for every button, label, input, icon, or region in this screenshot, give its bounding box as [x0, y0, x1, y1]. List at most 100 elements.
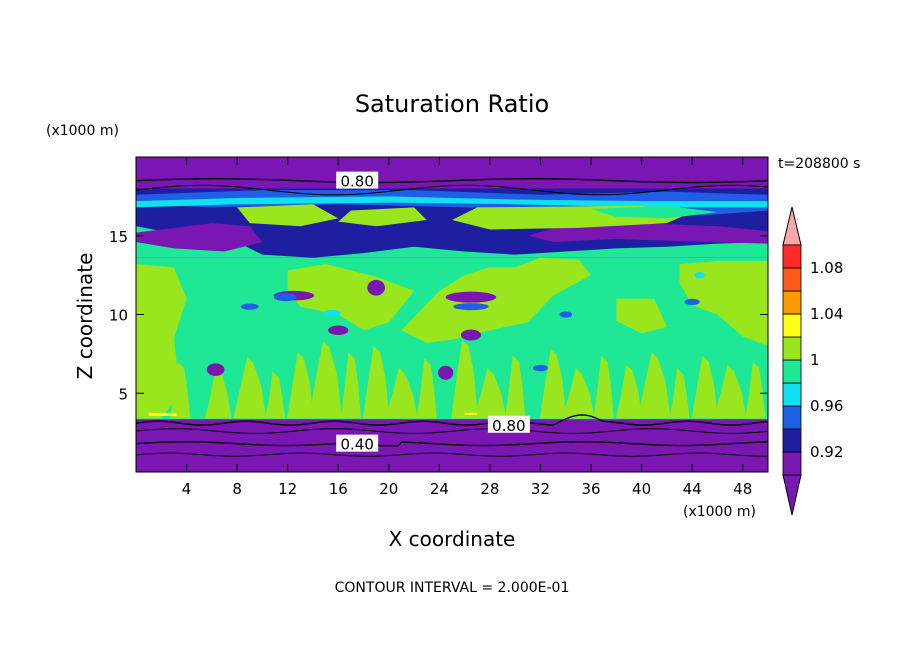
field-tower	[385, 368, 418, 419]
x-tick-label: 20	[379, 480, 398, 498]
contour-label: 0.80	[340, 173, 373, 191]
field-tower	[416, 358, 437, 419]
field-tower	[615, 364, 643, 419]
field-tower	[204, 368, 232, 419]
field-green-region-2	[287, 264, 415, 331]
field-dry-pocket	[445, 291, 497, 303]
field-purple-right	[527, 223, 768, 244]
x-tick-label: 48	[733, 480, 752, 498]
contour-line-lower-040	[136, 441, 768, 447]
contour-label-bg	[336, 171, 379, 189]
x-axis-label: X coordinate	[389, 527, 516, 551]
contour-line-upper-080	[136, 178, 768, 184]
y-axis-label: Z coordinate	[73, 253, 97, 380]
y-units-label: (x1000 m)	[46, 123, 119, 139]
colorbar-label: 1.08	[810, 259, 843, 277]
contour-line-lower-060	[136, 428, 768, 434]
contour-label: 0.40	[340, 436, 373, 454]
field-tower	[745, 361, 766, 419]
field-dry-pocket	[323, 309, 341, 317]
field-dry-pocket	[273, 293, 297, 302]
contour-label-bg	[487, 415, 530, 433]
field-tower	[287, 352, 314, 419]
chart-title: Saturation Ratio	[355, 90, 549, 118]
field-tower	[561, 368, 595, 419]
field-dry-pocket	[206, 363, 225, 376]
field-green-patch-2	[338, 207, 427, 227]
colorbar-swatch	[782, 244, 802, 269]
field-tower	[233, 357, 267, 419]
field-tower	[713, 364, 747, 419]
colorbar-swatch	[782, 267, 802, 292]
field-green-region-4	[679, 260, 768, 346]
field-dry-pocket	[438, 365, 454, 380]
colorbar-swatch	[782, 336, 802, 361]
y-tick-label: 5	[118, 385, 128, 403]
field-tower	[593, 355, 614, 419]
x-tick-label: 44	[683, 480, 702, 498]
field-dry-pocket	[367, 279, 386, 296]
field-green-patch-1	[237, 204, 339, 227]
field-teal-patch	[591, 205, 718, 219]
field-cirrus-base	[136, 226, 768, 258]
field-tower	[691, 355, 719, 419]
contour-line-upper-090	[136, 184, 768, 196]
field-tower	[340, 352, 361, 419]
x-tick-label: 40	[632, 480, 651, 498]
field-tower	[473, 368, 507, 419]
x-tick-label: 32	[531, 480, 550, 498]
y-tick-label: 15	[109, 228, 128, 246]
x-tick-label: 12	[278, 480, 297, 498]
field-tower	[170, 361, 191, 419]
colorbar-swatch	[782, 428, 802, 453]
field-dry-pocket	[532, 364, 549, 372]
time-label: t=208800 s	[778, 156, 860, 172]
field-moist-speck	[464, 412, 478, 415]
contour-line-lower-080	[136, 414, 768, 426]
colorbar-swatch	[782, 359, 802, 384]
x-tick-label: 24	[430, 480, 449, 498]
colorbar-over-arrow	[782, 206, 802, 246]
plot-area	[136, 157, 768, 472]
x-tick-label: 28	[480, 480, 499, 498]
colorbar-swatch	[782, 290, 802, 315]
field-tower	[309, 341, 343, 419]
field-cirrus-cyan	[136, 196, 768, 208]
field-dry-pocket	[240, 303, 259, 310]
field-tower	[264, 371, 286, 419]
field-tower	[669, 368, 690, 419]
colorbar-swatch	[782, 382, 802, 407]
colorbar-label: 0.96	[810, 397, 843, 415]
field-tower	[362, 346, 390, 419]
field-tower	[451, 339, 478, 419]
field-green-region-1	[136, 264, 187, 419]
contour-label-bg	[336, 434, 379, 452]
field-dry-pocket	[460, 329, 482, 341]
x-tick-label: 4	[182, 480, 192, 498]
x-tick-label: 16	[329, 480, 348, 498]
field-tower	[637, 352, 671, 419]
field-green-region-3	[401, 257, 592, 343]
colorbar-swatch	[782, 451, 802, 476]
field-dry-pocket	[559, 311, 573, 318]
contour-label: 0.80	[492, 417, 525, 435]
field-tower	[539, 349, 567, 419]
footer-contour-interval: CONTOUR INTERVAL = 2.000E-01	[335, 580, 570, 596]
colorbar-label: 1.04	[810, 305, 843, 323]
x-units-label: (x1000 m)	[683, 504, 756, 520]
field-dry-pocket	[328, 325, 349, 335]
colorbar-label: 0.92	[810, 443, 843, 461]
field-dry-pocket	[694, 271, 705, 279]
field-moist-speck	[148, 412, 177, 416]
field-green-region-5	[616, 298, 667, 334]
colorbar-under-arrow	[782, 474, 802, 516]
x-tick-label: 36	[581, 480, 600, 498]
field-dry-pocket	[453, 303, 489, 311]
field-tower	[505, 355, 526, 419]
x-tick-label: 8	[232, 480, 242, 498]
contour-line-lower-020	[136, 452, 768, 457]
colorbar: 0.92 0.96 1 1.04 1.08	[782, 206, 843, 516]
field-purple-left	[136, 223, 263, 252]
y-tick-label: 10	[109, 307, 128, 325]
